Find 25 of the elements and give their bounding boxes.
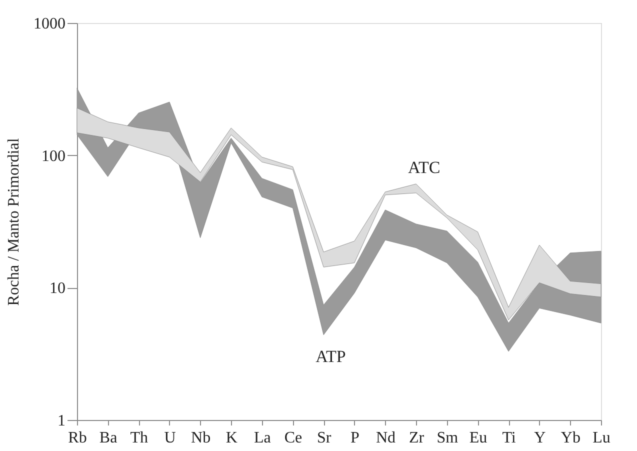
x-tick-label: Sr bbox=[316, 430, 332, 446]
y-tick-label: 1000 bbox=[34, 16, 66, 32]
x-tick-label: Rb bbox=[68, 430, 87, 446]
y-axis-title: Rocha / Manto Primordial bbox=[6, 138, 22, 306]
x-tick-label: Nd bbox=[376, 430, 396, 446]
x-tick-label: P bbox=[350, 430, 360, 446]
annotation: ATP bbox=[316, 346, 346, 366]
x-tick-label: La bbox=[254, 430, 271, 446]
x-tick-label: Nb bbox=[191, 430, 211, 446]
x-tick-label: Ti bbox=[502, 430, 516, 446]
x-tick-label: Lu bbox=[592, 430, 610, 446]
x-tick-label: Ce bbox=[284, 430, 302, 446]
x-tick-label: U bbox=[164, 430, 176, 446]
y-tick-label: 100 bbox=[42, 148, 66, 165]
x-tick-label: K bbox=[226, 430, 238, 446]
y-tick-label: 10 bbox=[50, 280, 66, 298]
x-tick-label: Th bbox=[130, 430, 148, 446]
x-tick-label: Eu bbox=[469, 430, 488, 446]
x-tick-label: Ba bbox=[99, 430, 118, 446]
annotation: ATC bbox=[408, 158, 440, 177]
x-tick-label: Zr bbox=[409, 430, 425, 446]
y-tick-label: 1 bbox=[58, 412, 66, 430]
x-tick-label: Yb bbox=[560, 430, 580, 446]
x-tick-label: Sm bbox=[436, 430, 459, 446]
x-tick-label: Y bbox=[534, 430, 546, 446]
